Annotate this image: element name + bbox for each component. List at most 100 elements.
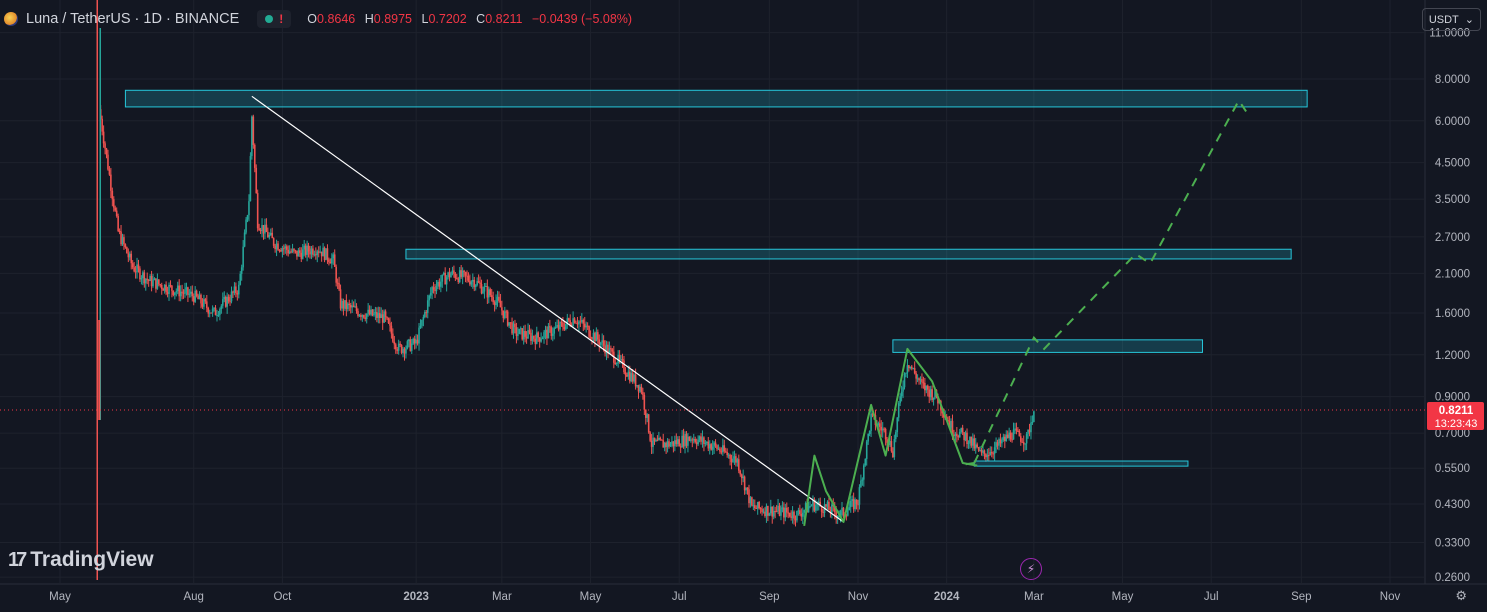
candle-body [387, 318, 390, 324]
candle-body [256, 193, 259, 229]
candle-body [624, 372, 627, 375]
candle-body [995, 442, 997, 448]
candle-body [896, 417, 899, 433]
candle-body [390, 325, 393, 334]
candle-body [913, 368, 916, 374]
drawings[interactable] [251, 95, 1247, 527]
candle-body [280, 250, 282, 252]
candle-body [511, 322, 513, 334]
candle-body [803, 510, 806, 513]
candle-body [486, 286, 489, 298]
candle-body [674, 440, 676, 447]
candle-body [1009, 432, 1012, 440]
candle-body [988, 455, 990, 457]
candle-body [1006, 434, 1009, 438]
candle-body [394, 344, 397, 350]
crash-body [98, 320, 101, 420]
candle-body [220, 305, 223, 310]
candle-body [287, 249, 290, 254]
candle-body [1002, 436, 1005, 441]
candle-body [738, 459, 740, 471]
candle-body [291, 248, 294, 252]
candle-body [788, 512, 791, 517]
candle-body [460, 270, 462, 277]
candle-body [742, 476, 744, 479]
candle-body [265, 224, 268, 233]
candle-body [307, 245, 310, 252]
candle-body [389, 323, 391, 326]
candles [99, 105, 1035, 527]
candle-body [656, 439, 659, 441]
candle-body [550, 327, 553, 336]
market-status[interactable]: ! [257, 10, 292, 28]
downtrend-line [251, 95, 844, 523]
candle-body [864, 458, 867, 466]
candle-body [614, 362, 617, 365]
lightning-icon[interactable]: ⚡ [1020, 558, 1042, 580]
candle-body [687, 436, 689, 446]
candle-body [112, 199, 115, 208]
candle-body [458, 270, 461, 282]
candle-body [354, 306, 356, 308]
candle-body [759, 508, 762, 510]
resistance-zone [973, 460, 1189, 467]
candle-body [515, 327, 518, 337]
candle-body [368, 309, 371, 315]
candle-body [588, 326, 590, 337]
candle-body [931, 389, 933, 400]
candle-body [969, 436, 971, 443]
candle-body [761, 508, 763, 512]
candle-body [425, 312, 428, 314]
horizontal-zones[interactable] [124, 89, 1308, 467]
candle-body [703, 437, 705, 444]
candle-body [450, 273, 452, 278]
candle-body [310, 248, 313, 255]
candle-body [828, 501, 830, 510]
candle-body [339, 289, 342, 309]
candle-body [383, 311, 385, 323]
candle-body [751, 497, 753, 506]
candle-body [559, 322, 561, 330]
candle-body [416, 339, 419, 344]
symbol-title[interactable]: Luna / TetherUS · 1D · BINANCE [26, 11, 240, 27]
price-axis[interactable]: 11.00008.00006.00004.50003.50002.70002.1… [0, 28, 1484, 585]
candle-body [156, 279, 159, 289]
candle-body [1027, 429, 1029, 434]
candle-body [865, 441, 868, 459]
candle-body [268, 235, 271, 238]
may-crash-wick [96, 0, 101, 580]
candle-body [165, 284, 167, 293]
candle-body [261, 225, 263, 231]
candle-body [442, 272, 445, 275]
candle-body [839, 510, 842, 516]
candle-body [317, 251, 320, 253]
candle-body [413, 338, 416, 344]
currency-selector[interactable]: USDT ⌄ [1421, 8, 1481, 31]
candle-body [1028, 429, 1031, 433]
candle-body [469, 280, 471, 285]
candle-body [905, 372, 907, 374]
candle-body [105, 148, 108, 155]
candle-body [708, 444, 711, 449]
candle-body [267, 232, 269, 238]
time-axis[interactable]: May Aug Oct 2023 Mar May Jul Sep Nov 2024 Mar May Ju… [49, 591, 1400, 603]
candle-body [755, 508, 758, 510]
candle-body [628, 371, 631, 382]
candle-body [947, 420, 949, 422]
candle-body [376, 312, 378, 318]
candle-body [169, 284, 172, 286]
candle-body [547, 326, 550, 339]
candle-body [998, 439, 1000, 446]
market-open-icon [265, 15, 274, 23]
candle-body [162, 288, 165, 291]
candle-body [618, 354, 621, 360]
candle-body [775, 511, 778, 513]
gear-icon[interactable]: ⚙ [1455, 588, 1467, 603]
price-tick-label: 3.5000 [1435, 194, 1470, 206]
candle-body [746, 487, 749, 490]
candle-body [928, 389, 931, 398]
candle-body [666, 441, 669, 447]
time-tick-label: May [580, 591, 602, 603]
candle-body [970, 436, 973, 446]
